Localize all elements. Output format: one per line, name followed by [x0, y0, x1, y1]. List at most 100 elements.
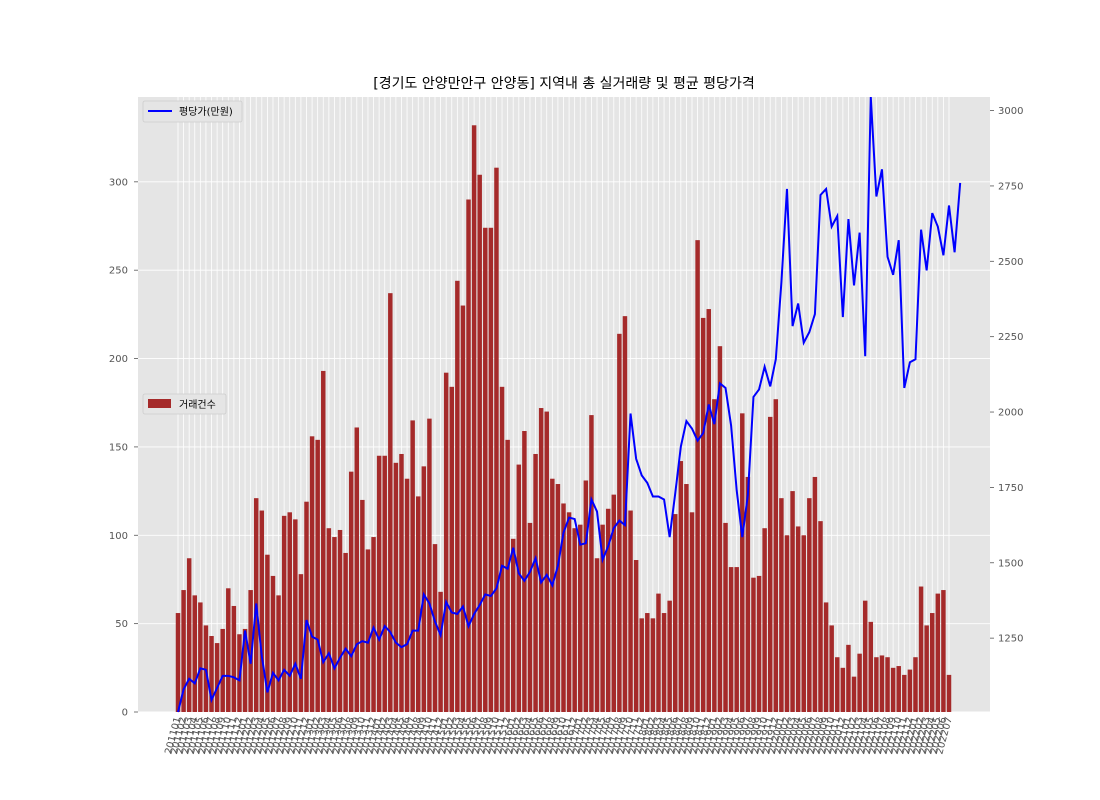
bar: [555, 484, 561, 712]
bar: [348, 471, 354, 712]
bar: [259, 510, 265, 712]
line-legend: 평당가(만원): [142, 100, 243, 123]
y-left-tick-label: 0: [122, 708, 128, 719]
bar: [494, 167, 499, 713]
bar: [807, 498, 812, 712]
bar: [840, 667, 846, 712]
bar: [907, 669, 913, 712]
bar: [276, 595, 281, 712]
bar: [879, 655, 885, 712]
x-axis: 2011012011022011032011042011052011062011…: [163, 716, 955, 756]
bar: [421, 466, 427, 712]
bar: [717, 346, 723, 712]
bar: [740, 413, 745, 712]
bar: [885, 657, 890, 712]
bar: [510, 538, 516, 712]
bar: [449, 386, 454, 712]
bar: [818, 521, 823, 712]
bar: [801, 535, 806, 712]
bar: [298, 574, 304, 712]
bar: [365, 549, 371, 712]
bar: [790, 491, 795, 712]
bar: [410, 420, 415, 712]
line-series: [177, 96, 962, 713]
bar: [762, 528, 767, 712]
bar: [304, 501, 309, 712]
bar: [751, 577, 756, 712]
bar: [700, 317, 706, 712]
bar: [388, 293, 393, 712]
bar: [829, 625, 834, 712]
bar: [695, 240, 700, 712]
bar: [214, 643, 220, 712]
bar: [611, 494, 617, 712]
bar: [913, 657, 918, 712]
y-left-tick-label: 100: [109, 531, 128, 542]
y-left-tick-label: 250: [109, 266, 128, 277]
bar: [427, 418, 432, 712]
right-y-axis: 1250 1500 1750 2000 2250 2500 2750 3000: [990, 106, 1023, 645]
bar: [360, 499, 365, 712]
bar: [181, 590, 186, 712]
bar: [242, 628, 248, 712]
bar: [734, 567, 739, 712]
bar: [538, 408, 544, 712]
bar: [198, 602, 203, 712]
bar: [533, 453, 538, 712]
bar: [684, 484, 689, 712]
bar: [779, 498, 784, 712]
bar: [667, 600, 672, 712]
bar: [293, 519, 298, 712]
y-right-tick-label: 1250: [998, 634, 1023, 645]
bar: [354, 427, 360, 712]
bar: [192, 595, 197, 712]
bar: [399, 453, 404, 712]
bar: [337, 529, 343, 712]
chart-title: [경기도 안양만안구 안양동] 지역내 총 실거래량 및 평균 평당가격: [373, 76, 754, 92]
bar: [862, 600, 868, 712]
bar: [203, 625, 209, 712]
bar: [527, 522, 533, 712]
bar: [773, 399, 779, 712]
bar: [673, 514, 678, 712]
bar: [460, 305, 466, 712]
bar: [404, 478, 410, 712]
line-legend-label: 평당가(만원): [179, 106, 233, 118]
bar: [745, 476, 751, 712]
bar: [371, 537, 376, 712]
bar: [281, 515, 287, 712]
bar: [650, 618, 656, 712]
bar: [594, 558, 600, 712]
bar: [321, 370, 326, 712]
bar: [628, 510, 633, 712]
bar: [890, 667, 896, 712]
bar-legend-label: 거래건수: [179, 399, 216, 411]
bar: [689, 512, 695, 712]
bar-series: [175, 125, 952, 713]
bar: [432, 544, 438, 712]
bar: [918, 586, 924, 712]
bar: [902, 674, 907, 712]
y-left-tick-label: 300: [109, 177, 128, 188]
y-right-tick-label: 2750: [998, 181, 1023, 192]
bar: [823, 602, 829, 712]
bar: [678, 461, 684, 712]
bar: [617, 333, 622, 712]
bar: [661, 613, 667, 712]
bar: [220, 628, 225, 712]
bar: [941, 590, 946, 712]
bar: [466, 199, 471, 712]
bar: [756, 575, 762, 712]
bar: [600, 524, 605, 712]
y-right-tick-label: 2250: [998, 332, 1023, 343]
bar: [868, 621, 874, 712]
bar: [477, 174, 482, 713]
bar-legend-swatch: [148, 399, 171, 408]
bar: [767, 416, 773, 712]
bar: [572, 528, 577, 712]
bar: [656, 593, 661, 712]
bar: [583, 480, 589, 712]
bar: [231, 605, 237, 712]
bar: [309, 436, 315, 712]
